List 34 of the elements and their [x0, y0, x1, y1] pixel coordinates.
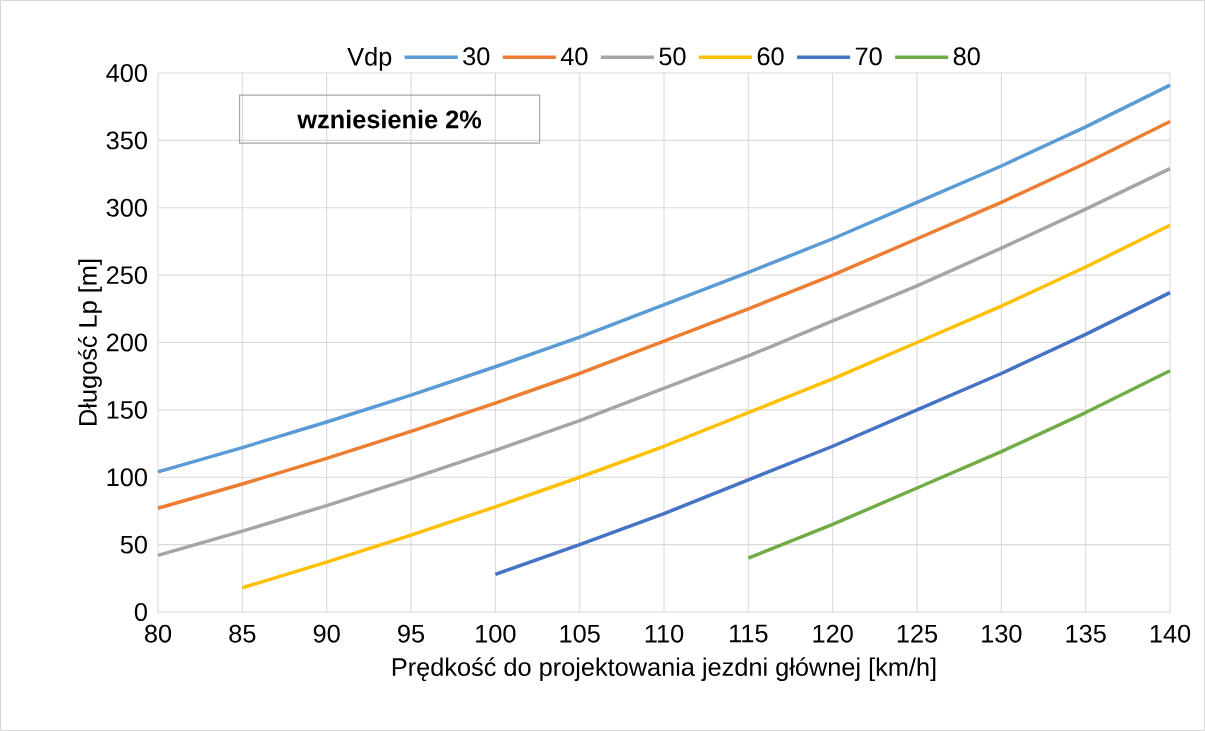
- x-tick-label: 110: [645, 624, 684, 643]
- x-axis-title: Prędkość do projektowania jezdni głównej [km/h]: [392, 657, 936, 682]
- x-tick-label: 120: [813, 624, 853, 643]
- x-tick-label: 115: [730, 624, 768, 643]
- x-tick-label: 100: [476, 624, 516, 643]
- legend-label: 30: [463, 47, 490, 66]
- legend-label: 80: [953, 47, 980, 66]
- y-tick-label: 400: [106, 64, 147, 82]
- x-tick-label: 130: [982, 624, 1022, 643]
- legend-label: 70: [855, 47, 882, 66]
- annotation: wzniesienie 2%: [297, 109, 482, 129]
- legend-title: Vdp: [347, 47, 392, 71]
- x-tick-label: 95: [398, 624, 425, 643]
- y-tick-label: 50: [120, 535, 147, 554]
- y-tick-label: 150: [107, 400, 147, 419]
- y-tick-label: 300: [106, 198, 147, 217]
- line-series: [746, 369, 1172, 560]
- x-tick-label: 85: [229, 624, 256, 643]
- y-tick-label: 250: [106, 266, 147, 285]
- legend-label: 50: [659, 47, 686, 66]
- y-tick-label: 0: [134, 603, 147, 621]
- y-tick-label: 350: [106, 131, 147, 150]
- x-tick-label: 105: [560, 624, 600, 643]
- y-axis-title: Długość Lp [m]: [77, 259, 102, 425]
- legend-label: 40: [560, 47, 588, 66]
- legend-label: 60: [757, 47, 784, 66]
- y-tick-label: 100: [107, 468, 147, 487]
- line-series: [493, 290, 1172, 577]
- x-tick-label: 90: [313, 624, 340, 643]
- x-tick-label: 140: [1150, 624, 1191, 643]
- y-tick-label: 200: [106, 333, 147, 352]
- x-tick-label: 125: [897, 624, 938, 643]
- x-tick-label: 80: [145, 624, 172, 643]
- x-tick-label: 135: [1066, 624, 1106, 643]
